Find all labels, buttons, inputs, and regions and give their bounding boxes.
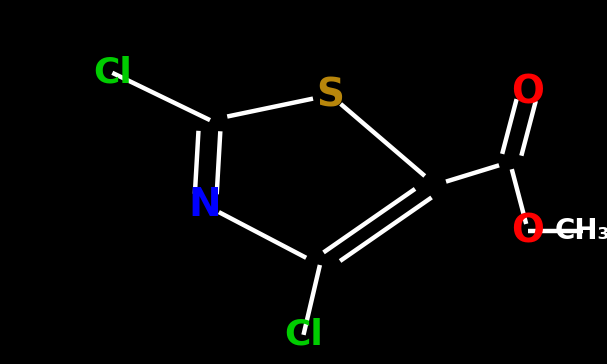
Text: Cl: Cl [93, 56, 132, 90]
Text: CH₃: CH₃ [555, 217, 607, 245]
Text: O: O [512, 74, 544, 112]
Text: Cl: Cl [284, 318, 323, 352]
Text: S: S [316, 76, 344, 114]
Text: O: O [512, 212, 544, 250]
Text: N: N [189, 186, 222, 224]
